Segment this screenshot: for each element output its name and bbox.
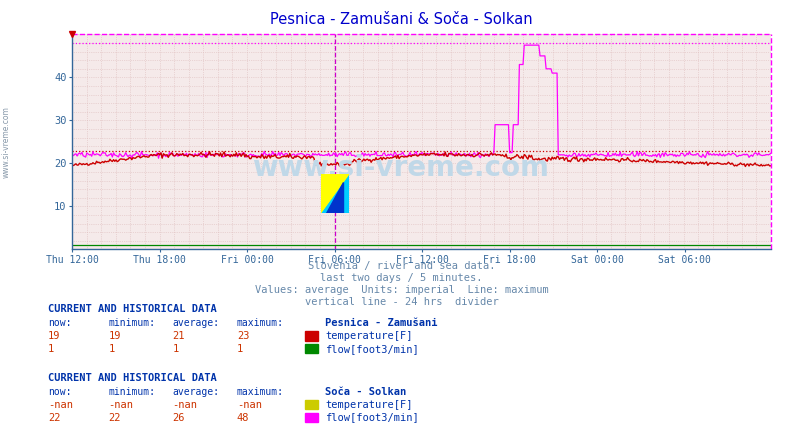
Text: Values: average  Units: imperial  Line: maximum: Values: average Units: imperial Line: ma…	[254, 285, 548, 295]
Text: now:: now:	[48, 387, 71, 397]
Text: last two days / 5 minutes.: last two days / 5 minutes.	[320, 273, 482, 283]
Text: www.si-vreme.com: www.si-vreme.com	[252, 154, 549, 182]
Text: Pesnica - Zamušani & Soča - Solkan: Pesnica - Zamušani & Soča - Solkan	[269, 12, 533, 27]
Text: www.si-vreme.com: www.si-vreme.com	[2, 106, 11, 178]
Text: Pesnica - Zamušani: Pesnica - Zamušani	[325, 318, 437, 328]
Text: Slovenia / river and sea data.: Slovenia / river and sea data.	[307, 261, 495, 271]
Text: 1: 1	[237, 344, 243, 354]
Text: -nan: -nan	[108, 399, 133, 410]
Text: CURRENT AND HISTORICAL DATA: CURRENT AND HISTORICAL DATA	[48, 372, 217, 383]
Text: flow[foot3/min]: flow[foot3/min]	[325, 344, 419, 354]
Text: now:: now:	[48, 318, 71, 328]
Text: temperature[F]: temperature[F]	[325, 331, 412, 341]
Polygon shape	[326, 182, 342, 213]
Text: 22: 22	[108, 412, 121, 423]
Text: Soča - Solkan: Soča - Solkan	[325, 387, 406, 397]
Text: 26: 26	[172, 412, 185, 423]
Text: CURRENT AND HISTORICAL DATA: CURRENT AND HISTORICAL DATA	[48, 304, 217, 314]
Text: -nan: -nan	[172, 399, 197, 410]
Text: -nan: -nan	[48, 399, 73, 410]
Text: minimum:: minimum:	[108, 318, 156, 328]
Text: 1: 1	[172, 344, 179, 354]
Text: average:: average:	[172, 318, 220, 328]
Text: vertical line - 24 hrs  divider: vertical line - 24 hrs divider	[304, 297, 498, 307]
Text: 1: 1	[108, 344, 115, 354]
Text: 19: 19	[48, 331, 61, 341]
Polygon shape	[320, 174, 348, 213]
Text: maximum:: maximum:	[237, 387, 284, 397]
Text: 22: 22	[48, 412, 61, 423]
Text: minimum:: minimum:	[108, 387, 156, 397]
Text: 19: 19	[108, 331, 121, 341]
Polygon shape	[320, 174, 348, 213]
Text: 48: 48	[237, 412, 249, 423]
Text: temperature[F]: temperature[F]	[325, 399, 412, 410]
Text: flow[foot3/min]: flow[foot3/min]	[325, 412, 419, 423]
Text: maximum:: maximum:	[237, 318, 284, 328]
Text: 1: 1	[48, 344, 55, 354]
Text: 21: 21	[172, 331, 185, 341]
Text: average:: average:	[172, 387, 220, 397]
Text: -nan: -nan	[237, 399, 261, 410]
Text: 23: 23	[237, 331, 249, 341]
